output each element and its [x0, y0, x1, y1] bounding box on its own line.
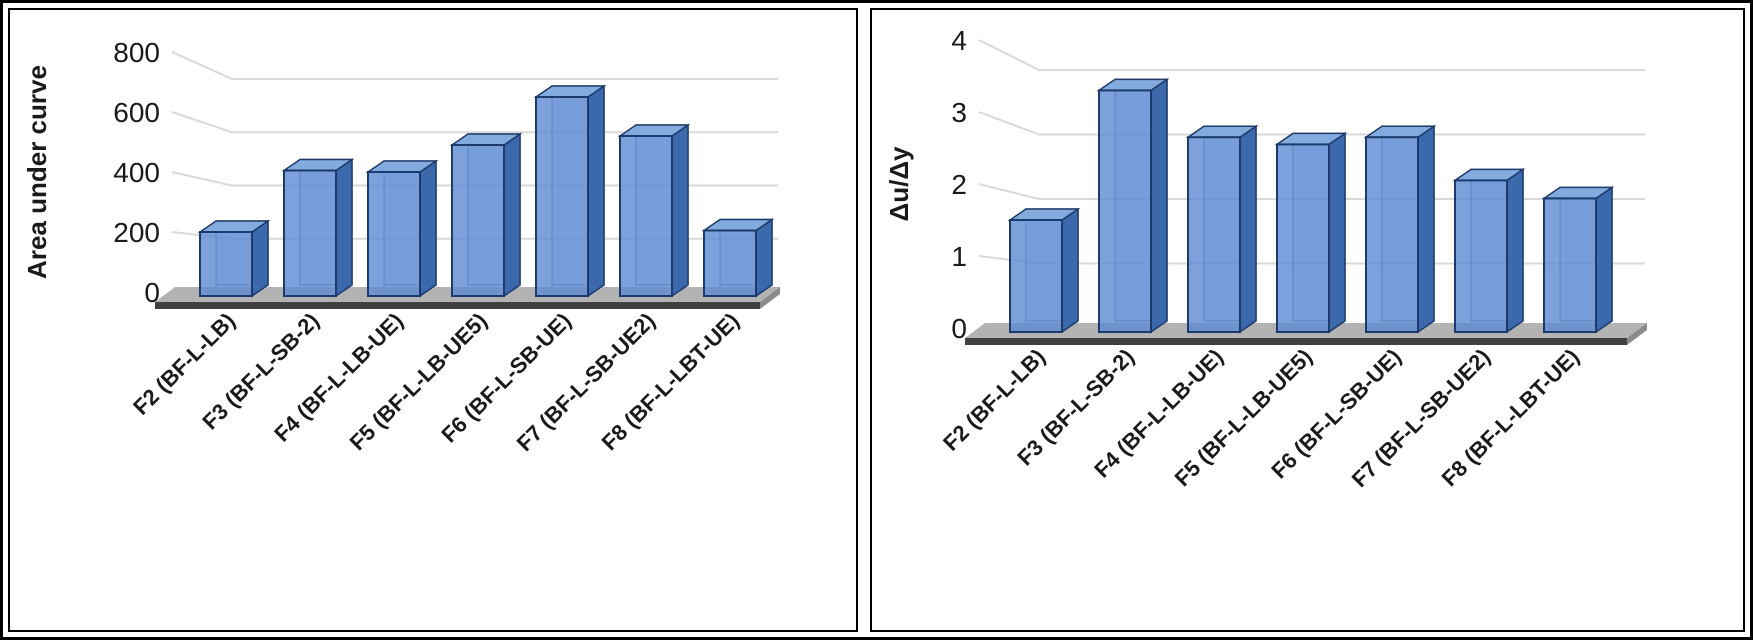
bar-f8	[1541, 185, 1615, 334]
chart-floor-front	[965, 338, 1627, 345]
bar-f8	[701, 218, 775, 298]
chart-floor-front	[155, 302, 760, 309]
chart-floor-side	[1627, 323, 1647, 345]
bar-f7	[617, 123, 691, 298]
y-tick-label: 3	[951, 97, 967, 128]
bar-f3	[1096, 77, 1170, 334]
bar-f5	[1274, 131, 1348, 334]
bar-f6	[533, 84, 607, 298]
gridline	[978, 39, 1645, 71]
y-tick-label: 600	[113, 97, 160, 128]
gridline	[978, 183, 1645, 200]
y-tick-label: 400	[113, 157, 160, 188]
y-tick-label: 200	[113, 217, 160, 248]
category-label: F7 (BF-L-SB-UE2)	[512, 308, 660, 456]
bar-f3	[281, 158, 355, 298]
y-axis-title: Δu/Δy	[884, 146, 914, 221]
bar-f6	[1363, 124, 1437, 334]
y-tick-label: 800	[113, 37, 160, 68]
y-tick-label: 0	[144, 277, 160, 308]
y-tick-label: 1	[951, 241, 967, 272]
du-dy-chart-panel: 0 1 2 3 4 F2 (BF-L-LB) F3 (BF-L-SB-2) F4 (BF-L-…	[870, 8, 1745, 632]
bar-f2	[197, 219, 271, 298]
bar-f4	[1185, 124, 1259, 334]
y-axis-title: Area under curve	[22, 65, 52, 279]
gridline	[171, 51, 778, 80]
bar-f2	[1007, 207, 1081, 334]
y-tick-label: 4	[951, 25, 967, 56]
bar-f5	[449, 132, 523, 298]
gridline	[978, 111, 1645, 136]
chart-floor-side	[760, 287, 780, 309]
y-tick-label: 0	[951, 313, 967, 344]
category-label: F5 (BF-L-LB-UE5)	[345, 308, 492, 455]
category-label: F8 (BF-L-LBT-UE)	[597, 308, 744, 455]
y-tick-label: 2	[951, 169, 967, 200]
bar-f7	[1452, 167, 1526, 334]
area-under-curve-chart-panel: 0 200 400 600 800 F2 (BF-L-LB) F3 (BF-L-SB-2) F…	[8, 8, 858, 632]
bar-f4	[365, 159, 439, 298]
